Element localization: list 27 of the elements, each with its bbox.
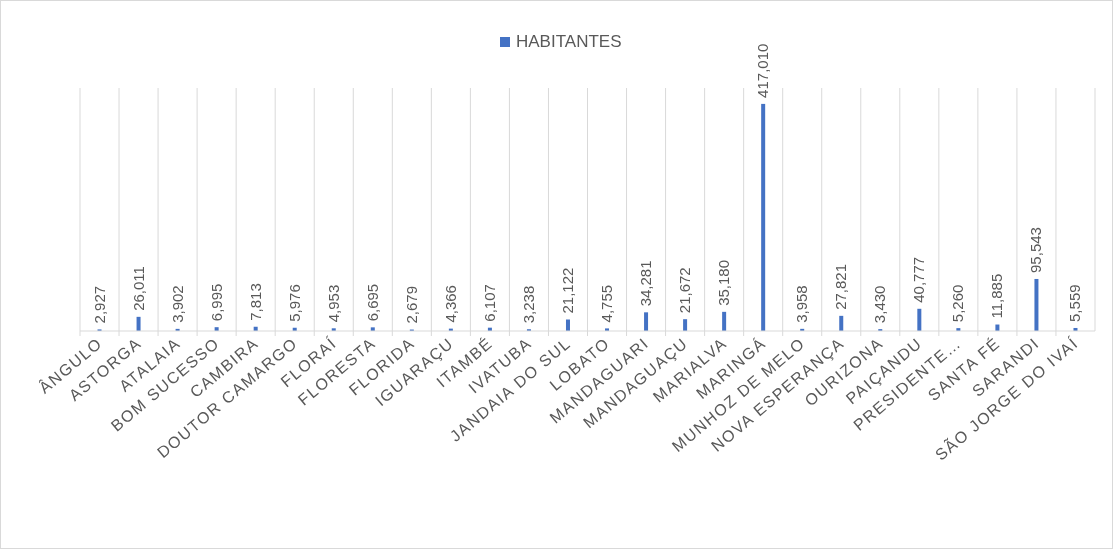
data-label: 3,902	[168, 285, 186, 323]
data-label: 21,122	[558, 267, 576, 314]
data-label: 4,953	[324, 284, 342, 323]
data-label: 95,543	[1027, 227, 1045, 273]
data-label: 5,260	[949, 284, 967, 323]
data-label: 3,430	[871, 285, 889, 324]
data-label: 4,755	[598, 284, 616, 323]
data-label: 40,777	[910, 256, 928, 303]
data-label: 2,927	[90, 285, 108, 324]
data-label: 26,011	[129, 266, 147, 311]
data-label: 6,695	[363, 283, 381, 322]
data-label: 34,281	[637, 260, 655, 307]
legend-label: HABITANTES	[516, 32, 622, 51]
data-label: 11,885	[988, 273, 1006, 319]
data-label: 2,679	[402, 285, 420, 324]
data-label: 417,010	[754, 43, 772, 98]
data-label: 6,107	[480, 284, 498, 322]
data-label: 7,813	[246, 283, 264, 321]
data-label: 35,180	[715, 259, 733, 306]
data-label: 21,672	[676, 267, 694, 314]
data-label: 3,238	[519, 285, 537, 324]
data-label: 3,958	[793, 285, 811, 323]
data-label: 5,559	[1066, 284, 1084, 322]
data-label: 4,366	[441, 285, 459, 323]
data-label: 5,976	[285, 284, 303, 322]
data-label: 6,995	[207, 283, 225, 322]
data-label: 27,821	[832, 263, 850, 310]
